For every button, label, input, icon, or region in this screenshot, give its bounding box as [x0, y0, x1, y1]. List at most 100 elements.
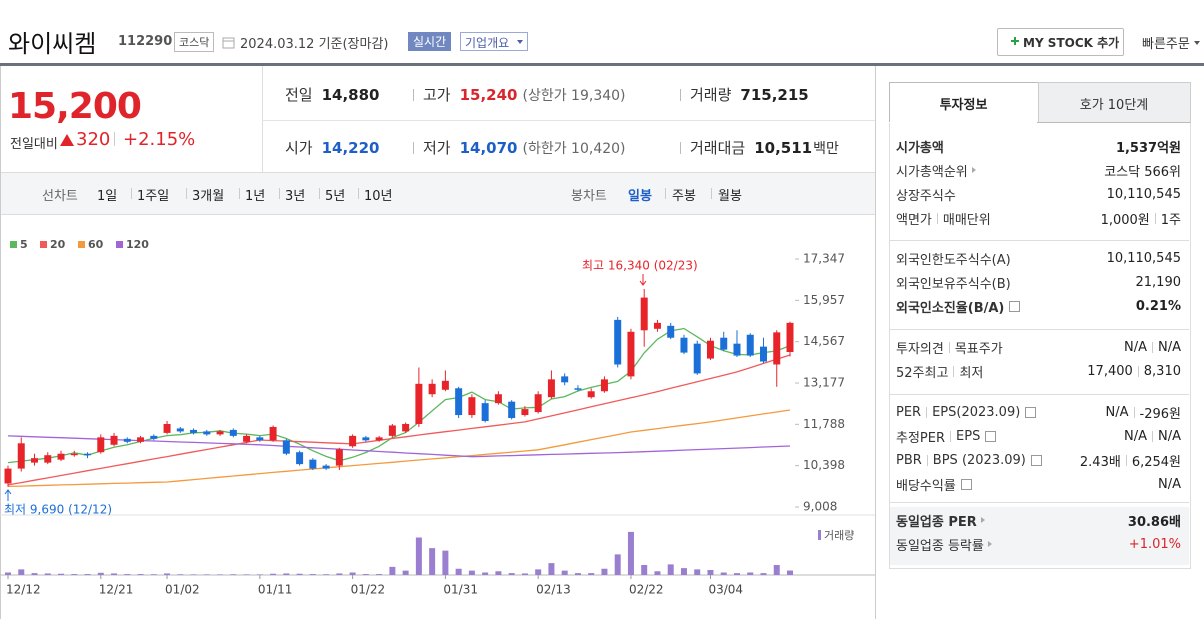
realtime-button[interactable]: 실시간	[408, 32, 452, 51]
value-part: 30.86배	[1127, 514, 1181, 530]
period-tab[interactable]: 1주일	[137, 189, 170, 204]
candle-body	[455, 388, 463, 416]
period-tab[interactable]: 10년	[364, 189, 393, 204]
row-value: 1,000원 1주	[1101, 209, 1181, 228]
value-part: 10,110,545	[1106, 250, 1181, 266]
separator	[1152, 430, 1153, 442]
candle-tab[interactable]: 주봉	[672, 189, 696, 204]
help-icon[interactable]	[960, 478, 972, 490]
my-stock-text: MY STOCK 추가	[1023, 36, 1120, 50]
stat-value: 15,240	[459, 86, 518, 104]
legend-label: 20	[50, 238, 66, 251]
left-border	[0, 66, 1, 619]
x-tick-label: 03/04	[708, 583, 743, 597]
label-part: 배당수익률	[896, 478, 956, 494]
volume-legend-swatch	[818, 530, 821, 540]
candle-body	[388, 425, 396, 436]
label-part: 동일업종 PER	[896, 514, 977, 530]
candle-body	[786, 322, 794, 352]
row-value: 0.21%	[1136, 299, 1181, 314]
change-label: 전일대비	[10, 137, 58, 152]
candle-chart-label: 봉차트	[571, 189, 607, 204]
candle-body	[574, 388, 582, 390]
tab-inactive[interactable]	[1038, 82, 1191, 123]
row-value: 17,400 8,310	[1087, 364, 1181, 379]
tab-active[interactable]	[889, 82, 1039, 123]
stat-item: 전일 14,880	[285, 84, 380, 105]
help-icon[interactable]	[985, 430, 997, 442]
candle-body	[441, 380, 449, 390]
volume-legend: 거래량	[824, 529, 854, 542]
stat-label: 저가	[423, 139, 451, 157]
period-tab[interactable]: 3년	[285, 189, 306, 204]
volume-bar	[508, 573, 515, 575]
row-value: N/A N/A	[1124, 340, 1181, 355]
volume-bar	[521, 573, 528, 575]
candle-body	[561, 376, 569, 383]
candle-body	[137, 437, 145, 442]
candle-body	[349, 435, 357, 447]
company-button[interactable]: 기업개요	[460, 32, 528, 51]
divider	[413, 142, 414, 154]
stat-item: 거래량 715,215	[690, 84, 809, 105]
tab-label[interactable]: 호가 10단계	[1079, 98, 1149, 113]
candle-body	[335, 449, 343, 466]
x-tick-label: 12/21	[99, 583, 134, 597]
help-icon[interactable]	[1009, 300, 1021, 312]
candle-body	[243, 435, 251, 442]
ma-line	[7, 327, 791, 464]
divider	[239, 188, 240, 199]
volume-bar	[349, 572, 356, 575]
stock-name: 와이씨켐	[8, 30, 97, 58]
market-badge: 코스닥	[174, 32, 215, 52]
candle-body	[773, 332, 781, 365]
period-tab[interactable]: 1년	[245, 189, 266, 204]
candle-body	[653, 322, 661, 329]
volume-bar	[137, 574, 144, 575]
candle-tab[interactable]: 일봉	[628, 189, 652, 204]
period-tab[interactable]: 3개월	[192, 189, 225, 204]
volume-bar	[442, 550, 449, 575]
volume-bar	[402, 570, 409, 575]
candle-body	[190, 429, 198, 433]
candle-tab[interactable]: 월봉	[718, 189, 742, 204]
period-tab[interactable]: 1일	[97, 189, 118, 204]
x-tick-label: 01/31	[443, 583, 478, 597]
x-tick-label: 12/12	[6, 583, 41, 597]
label-part: 상장주식수	[896, 188, 956, 204]
separator	[1154, 212, 1156, 224]
shaded-block	[890, 507, 1189, 565]
label-part: 추정PER	[896, 430, 946, 446]
volume-bar	[124, 574, 131, 575]
label-part: 외국인소진율(B/A)	[896, 300, 1005, 316]
candle-body	[176, 428, 184, 432]
my-stock-button[interactable]: MY STOCK 추가	[997, 28, 1124, 56]
legend-swatch	[40, 241, 47, 248]
high-arrow-head	[639, 280, 647, 286]
volume-bar	[71, 574, 78, 575]
period-tab[interactable]: 5년	[325, 189, 346, 204]
stat-unit: 백만	[813, 141, 839, 157]
info-row: 상장주식수 10,110,545	[896, 184, 1181, 204]
info-row: 액면가 매매단위 1,000원 1주	[896, 208, 1181, 228]
tab-label[interactable]: 투자정보	[939, 98, 988, 113]
volume-bar	[58, 573, 65, 575]
volume-bar	[455, 568, 462, 575]
help-icon[interactable]	[1025, 406, 1037, 418]
value-part: N/A	[1124, 339, 1147, 355]
info-row: PBR BPS (2023.09) 2.43배 6,254원	[896, 450, 1181, 470]
info-row: 추정PER EPS N/A N/A	[896, 426, 1181, 446]
quick-order[interactable]: 빠른주문	[1142, 37, 1190, 52]
dropdown-caret	[1194, 41, 1200, 45]
group-rule	[890, 502, 1189, 503]
y-tick-label: 14,567	[803, 334, 845, 348]
label-part: 최저	[959, 365, 984, 381]
divider	[711, 188, 712, 199]
volume-bar	[376, 574, 383, 575]
candle-body	[759, 346, 767, 362]
help-icon[interactable]	[1030, 454, 1042, 466]
divider	[665, 188, 666, 199]
legend-label: 5	[20, 238, 28, 251]
stat-label: 전일	[285, 86, 313, 104]
candle-body	[57, 453, 65, 460]
